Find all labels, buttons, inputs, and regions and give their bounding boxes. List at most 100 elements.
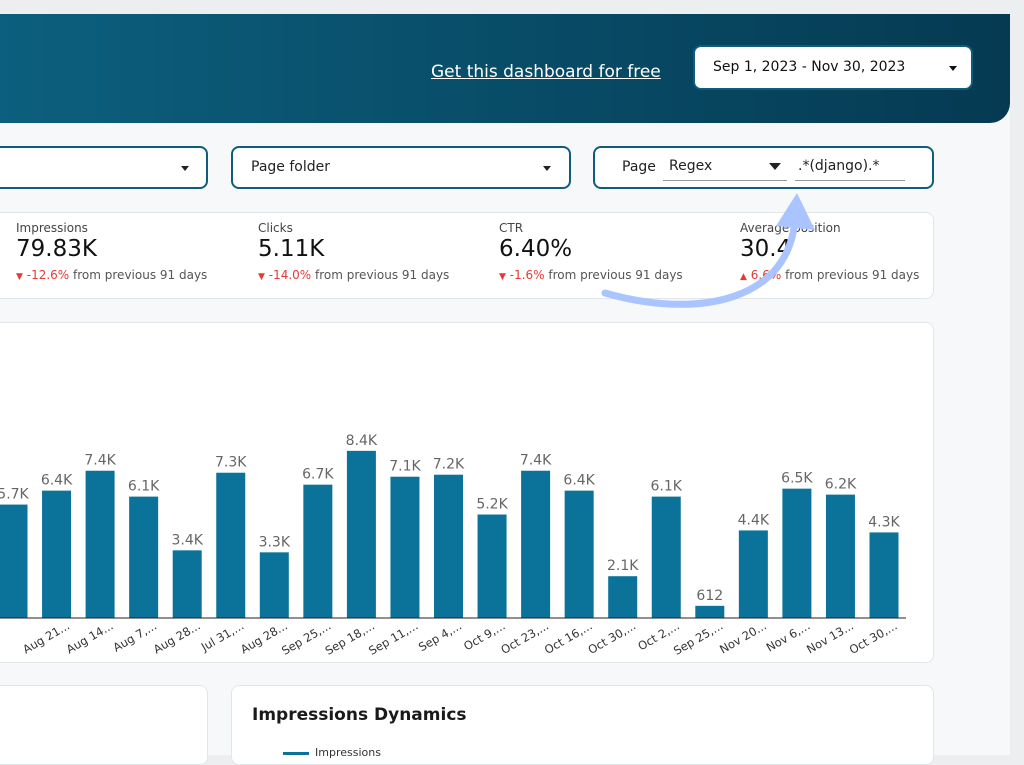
pattern-input[interactable]: .*(django).* bbox=[795, 147, 905, 181]
bar bbox=[259, 552, 289, 618]
bar bbox=[434, 474, 463, 618]
bar bbox=[129, 496, 159, 618]
get-dashboard-link[interactable]: Get this dashboard for free bbox=[431, 62, 661, 82]
kpi-change-row: ▼ -1.6% from previous 91 days bbox=[499, 268, 683, 282]
kpi-change: -14.0% bbox=[268, 268, 312, 282]
page-folder-label: Page folder bbox=[251, 159, 330, 175]
value-label: 6.1K bbox=[651, 479, 683, 495]
caret bbox=[543, 166, 551, 171]
kpi-value: 79.83K bbox=[16, 236, 97, 262]
x-tick-label: Nov 13... bbox=[804, 618, 856, 656]
bar bbox=[695, 605, 725, 618]
match-type-dropdown[interactable]: Regex bbox=[663, 147, 787, 181]
bar bbox=[303, 484, 333, 618]
x-tick-label: Sep 25,... bbox=[671, 618, 725, 657]
x-tick-label: Jul 31,... bbox=[198, 618, 246, 654]
x-tick-label: Nov 6,... bbox=[764, 618, 813, 654]
caret bbox=[769, 163, 781, 170]
bar bbox=[782, 488, 812, 618]
date-range: Sep 1, 2023 - Nov 30, 2023 bbox=[713, 59, 906, 75]
kpi-change-row: ▲ 6.6% from previous 91 days bbox=[740, 268, 919, 282]
x-tick-label: Aug 14... bbox=[64, 618, 116, 656]
bar bbox=[521, 470, 551, 618]
bar bbox=[346, 450, 376, 618]
x-tick-label: Oct 30,... bbox=[847, 618, 900, 657]
x-tick-label: Oct 16,... bbox=[542, 618, 595, 657]
x-tick-label: Sep 4,... bbox=[416, 618, 464, 654]
value-label: 8.4K bbox=[346, 433, 378, 449]
value-label: 6.5K bbox=[781, 471, 813, 487]
caret bbox=[181, 166, 189, 171]
x-tick-label: Aug 28... bbox=[151, 618, 203, 656]
bar bbox=[477, 514, 507, 618]
value-label: 7.1K bbox=[389, 459, 421, 475]
kpi-change: -12.6% bbox=[26, 268, 70, 282]
bar bbox=[738, 530, 768, 618]
bar bbox=[608, 576, 638, 618]
kpi-label: Clicks bbox=[258, 221, 293, 235]
value-label: 6.4K bbox=[41, 473, 73, 489]
filter-dropdown[interactable] bbox=[0, 146, 208, 189]
bar bbox=[216, 472, 246, 618]
chart: 5.7K 6.4K Aug 21... 7.4K Aug 14... 6.1K Aug 7,… bbox=[0, 433, 906, 658]
date-picker[interactable]: Sep 1, 2023 - Nov 30, 2023 bbox=[693, 45, 973, 90]
value-label: 5.7K bbox=[0, 487, 30, 503]
dynamics-card bbox=[231, 685, 934, 765]
value-label: 6.4K bbox=[563, 473, 595, 489]
bottom-left-card bbox=[0, 685, 208, 765]
x-tick-label: Oct 30,... bbox=[585, 618, 638, 657]
value-label: 4.4K bbox=[738, 512, 770, 528]
kpi-label: CTR bbox=[499, 221, 524, 235]
change-icon: ▼ bbox=[258, 272, 265, 282]
kpi-change: 6.6% bbox=[750, 268, 782, 282]
value-label: 612 bbox=[696, 588, 723, 604]
bar bbox=[172, 550, 202, 618]
bar bbox=[564, 490, 594, 618]
value-label: 7.2K bbox=[433, 457, 465, 473]
match-type: Regex bbox=[669, 158, 713, 174]
value-label: 7.4K bbox=[520, 453, 552, 469]
page-filter: Page Regex .*(django).* bbox=[593, 146, 934, 189]
x-tick-label: Aug 21... bbox=[20, 618, 72, 656]
bar bbox=[825, 494, 855, 618]
kpi-change: -1.6% bbox=[509, 268, 545, 282]
value-label: 3.4K bbox=[171, 532, 203, 548]
bar bbox=[42, 490, 72, 618]
x-tick-label: Sep 11,... bbox=[366, 618, 420, 657]
bar bbox=[390, 476, 420, 618]
change-icon: ▲ bbox=[740, 272, 747, 282]
value-label: 2.1K bbox=[607, 558, 639, 574]
kpi-note: from previous 91 days bbox=[73, 268, 208, 282]
value-label: 6.1K bbox=[128, 479, 160, 495]
x-tick-label: Aug 7,... bbox=[111, 618, 160, 654]
legend-label: Impressions bbox=[315, 746, 381, 759]
change-icon: ▼ bbox=[16, 272, 23, 282]
bar bbox=[85, 470, 115, 618]
kpi-value: 30.4 bbox=[740, 236, 792, 262]
kpi-value: 6.40% bbox=[499, 236, 573, 262]
bar bbox=[0, 504, 28, 618]
kpi-change-row: ▼ -12.6% from previous 91 days bbox=[16, 268, 207, 282]
kpi-note: from previous 91 days bbox=[548, 268, 683, 282]
value-label: 4.3K bbox=[868, 514, 900, 530]
page-label: Page bbox=[622, 159, 656, 175]
kpi-change-row: ▼ -14.0% from previous 91 days bbox=[258, 268, 449, 282]
value-label: 6.2K bbox=[825, 477, 857, 493]
kpi-label: Average position bbox=[740, 221, 841, 235]
legend-swatch bbox=[283, 752, 309, 755]
x-tick-label: Nov 20... bbox=[717, 618, 769, 656]
change-icon: ▼ bbox=[499, 272, 506, 282]
page-folder-dropdown[interactable]: Page folder bbox=[231, 146, 571, 189]
kpi-label: Impressions bbox=[16, 221, 88, 235]
dynamics-title: Impressions Dynamics bbox=[252, 705, 467, 725]
value-label: 5.2K bbox=[476, 497, 508, 513]
caret bbox=[949, 66, 957, 71]
kpi-note: from previous 91 days bbox=[315, 268, 450, 282]
kpi-note: from previous 91 days bbox=[785, 268, 920, 282]
bar bbox=[869, 532, 899, 618]
bar bbox=[651, 496, 681, 618]
value-label: 3.3K bbox=[259, 534, 291, 550]
value-label: 7.4K bbox=[84, 453, 116, 469]
value-label: 6.7K bbox=[302, 467, 334, 483]
